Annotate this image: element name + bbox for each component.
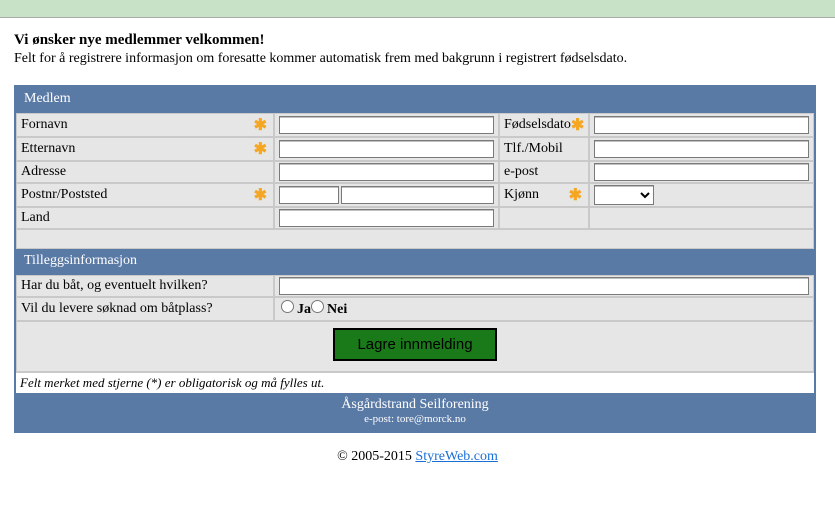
land-input[interactable] [279, 209, 494, 227]
label-kjonn: Kjønn ✱ [499, 183, 589, 207]
label-tlf-text: Tlf./Mobil [504, 141, 563, 157]
cell-land-input [274, 207, 499, 229]
cell-etternavn-input [274, 137, 499, 161]
cell-fodselsdato-input [589, 113, 814, 137]
fornavn-input[interactable] [279, 116, 494, 134]
required-note: Felt merket med stjerne (*) er obligator… [16, 372, 814, 393]
cell-tlf-input [589, 137, 814, 161]
intro-heading: Vi ønsker nye medlemmer velkommen! [14, 32, 821, 49]
tlf-input[interactable] [594, 140, 809, 158]
section-tillegg-header: Tilleggsinformasjon [16, 249, 814, 275]
label-etternavn: Etternavn ✱ [16, 137, 274, 161]
poststed-input[interactable] [341, 186, 494, 204]
save-button[interactable]: Lagre innmelding [333, 328, 496, 361]
label-batplass: Vil du levere søknad om båtplass? [16, 297, 274, 321]
radio-ja-text: Ja [297, 302, 311, 317]
etternavn-input[interactable] [279, 140, 494, 158]
spacer [499, 207, 589, 229]
label-adresse: Adresse [16, 161, 274, 183]
radio-ja-label[interactable]: Ja [281, 300, 311, 318]
button-row: Lagre innmelding [16, 321, 814, 372]
label-epost-text: e-post [504, 164, 538, 180]
label-fornavn: Fornavn ✱ [16, 113, 274, 137]
copyright-text: © 2005-2015 [337, 449, 415, 464]
cell-adresse-input [274, 161, 499, 183]
cell-kjonn-input [589, 183, 814, 207]
asterisk-icon: ✱ [571, 115, 584, 135]
footer-epost-value: tore@morck.no [397, 413, 466, 425]
asterisk-icon: ✱ [254, 115, 267, 135]
form-footer: Åsgårdstrand Seilforening e-post: tore@m… [16, 393, 814, 431]
cell-epost-input [589, 161, 814, 183]
gap-row [16, 229, 814, 249]
label-bat-text: Har du båt, og eventuelt hvilken? [21, 278, 208, 294]
label-epost: e-post [499, 161, 589, 183]
label-postnr-text: Postnr/Poststed [21, 187, 107, 203]
radio-nei[interactable] [311, 300, 324, 313]
label-fodselsdato: Fødselsdato ✱ [499, 113, 589, 137]
label-adresse-text: Adresse [21, 164, 66, 180]
asterisk-icon: ✱ [254, 185, 267, 205]
footer-epost-label: e-post: [364, 413, 397, 425]
radio-nei-text: Nei [327, 302, 347, 317]
asterisk-icon: ✱ [254, 139, 267, 159]
registration-form: Medlem Fornavn ✱ Fødselsdato ✱ Etternavn… [14, 85, 816, 433]
radio-ja[interactable] [281, 300, 294, 313]
kjonn-select[interactable] [594, 185, 654, 205]
label-batplass-text: Vil du levere søknad om båtplass? [21, 301, 213, 317]
asterisk-icon: ✱ [569, 185, 582, 205]
label-bat: Har du båt, og eventuelt hvilken? [16, 275, 274, 297]
label-etternavn-text: Etternavn [21, 141, 75, 157]
section-medlem-header: Medlem [16, 87, 814, 113]
postnr-input[interactable] [279, 186, 339, 204]
label-fornavn-text: Fornavn [21, 117, 68, 133]
copyright: © 2005-2015 StyreWeb.com [14, 449, 821, 465]
copyright-link[interactable]: StyreWeb.com [415, 449, 497, 464]
label-tlf: Tlf./Mobil [499, 137, 589, 161]
top-band [0, 0, 835, 18]
page-content: Vi ønsker nye medlemmer velkommen! Felt … [0, 18, 835, 465]
spacer [589, 207, 814, 229]
label-land: Land [16, 207, 274, 229]
footer-epost: e-post: tore@morck.no [16, 413, 814, 425]
label-land-text: Land [21, 210, 50, 226]
bat-input[interactable] [279, 277, 809, 295]
medlem-grid: Fornavn ✱ Fødselsdato ✱ Etternavn ✱ [16, 113, 814, 229]
cell-fornavn-input [274, 113, 499, 137]
footer-org: Åsgårdstrand Seilforening [16, 397, 814, 413]
epost-input[interactable] [594, 163, 809, 181]
label-postnr: Postnr/Poststed ✱ [16, 183, 274, 207]
intro-subtext: Felt for å registrere informasjon om for… [14, 51, 821, 67]
radio-nei-label[interactable]: Nei [311, 300, 347, 318]
adresse-input[interactable] [279, 163, 494, 181]
label-kjonn-text: Kjønn [504, 187, 539, 203]
tillegg-grid: Har du båt, og eventuelt hvilken? Vil du… [16, 275, 814, 321]
cell-bat-input [274, 275, 814, 297]
cell-batplass-radio: Ja Nei [274, 297, 814, 321]
fodselsdato-input[interactable] [594, 116, 809, 134]
label-fodselsdato-text: Fødselsdato [504, 117, 571, 133]
cell-postnr-input [274, 183, 499, 207]
